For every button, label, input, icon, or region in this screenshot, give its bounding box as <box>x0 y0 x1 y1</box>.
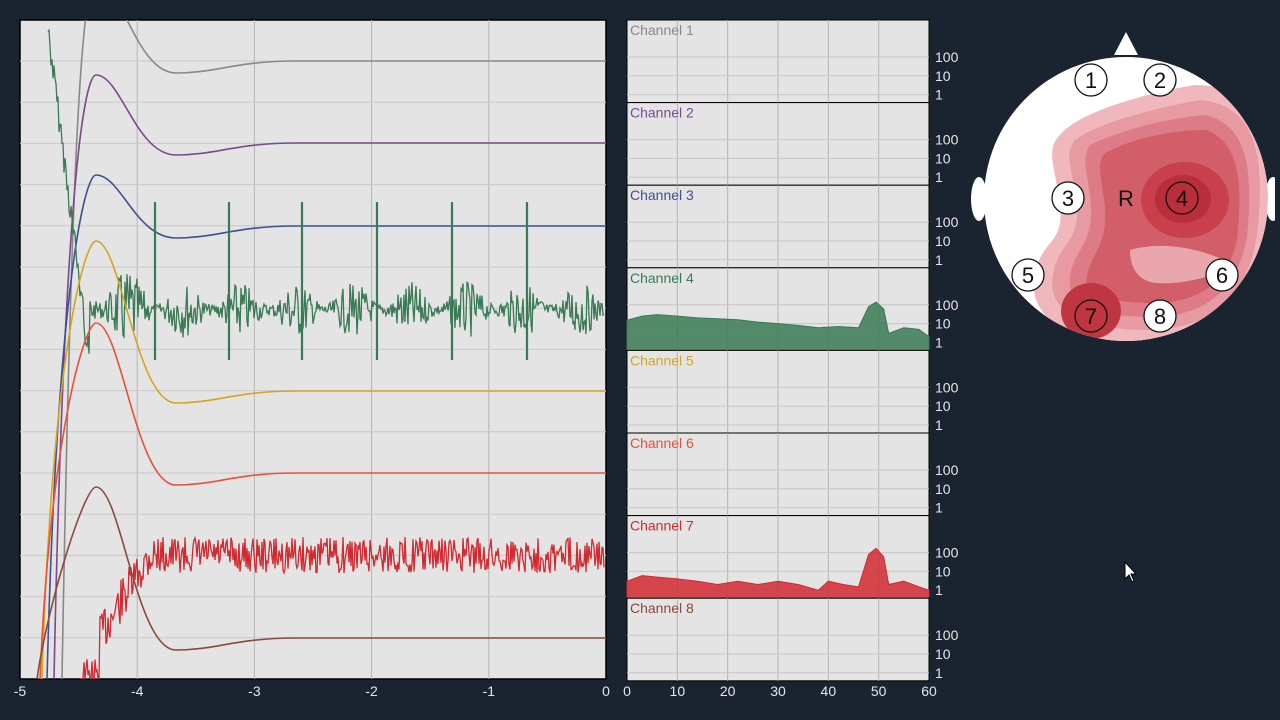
channel-5-trace <box>41 240 606 679</box>
spectrum-panel-label: Channel 7 <box>630 518 694 534</box>
spectrum-x-tick: 10 <box>670 683 686 699</box>
channel-2-trace <box>53 74 606 679</box>
spectrum-y-tick: 100 <box>935 214 959 230</box>
spectrum-y-tick: 1 <box>935 500 943 516</box>
spectrum-y-tick: 100 <box>935 627 959 643</box>
spectrum-panel-6[interactable]: 100 10 1 Channel 6 <box>626 432 959 517</box>
electrode-4[interactable]: 4 <box>1165 181 1199 215</box>
electrode-label: 5 <box>1022 263 1034 288</box>
electrode-7[interactable]: 7 <box>1074 299 1108 333</box>
spectrum-panel-4[interactable]: 100 10 1 Channel 4 <box>626 267 959 351</box>
spectrum-x-tick: 60 <box>921 683 937 699</box>
spectrum-y-tick: 1 <box>935 252 943 268</box>
time-x-tick: -1 <box>483 683 496 699</box>
left-ear-icon <box>971 177 987 221</box>
time-x-tick: -3 <box>248 683 261 699</box>
spectrum-y-tick: 1 <box>935 169 943 185</box>
spectrum-x-tick: 40 <box>821 683 837 699</box>
nose-icon <box>1114 32 1138 55</box>
spectrum-panel-label: Channel 3 <box>630 187 694 203</box>
spectrum-panel-label: Channel 6 <box>630 435 694 451</box>
electrode-1[interactable]: 1 <box>1074 63 1108 97</box>
electrode-5[interactable]: 5 <box>1011 258 1045 292</box>
spectrum-area-4 <box>626 301 930 351</box>
electrode-label: 7 <box>1085 304 1097 329</box>
spectrum-y-tick: 10 <box>935 316 951 332</box>
spectrum-panels: 100 10 1 Channel 1 100 10 1 Channel 2 100 10 1 Chan… <box>626 19 959 682</box>
spectrum-y-tick: 100 <box>935 462 959 478</box>
electrode-label: 3 <box>1062 186 1074 211</box>
spectrum-panel-label: Channel 5 <box>630 352 694 368</box>
electrode-label: 2 <box>1154 68 1166 93</box>
spectrum-y-tick: 100 <box>935 297 959 313</box>
spectrum-y-tick: 100 <box>935 379 959 395</box>
spectrum-y-tick: 10 <box>935 68 951 84</box>
channel-3-trace <box>46 174 606 679</box>
spectrum-y-tick: 1 <box>935 582 943 598</box>
electrode-label: 6 <box>1216 263 1228 288</box>
spectrum-panel-label: Channel 1 <box>630 22 694 38</box>
spectrum-y-tick: 10 <box>935 481 951 497</box>
spectrum-y-tick: 10 <box>935 150 951 166</box>
spectrum-x-tick: 50 <box>871 683 887 699</box>
spectrum-area-7 <box>626 547 930 599</box>
channel-6-trace <box>39 322 606 679</box>
spectrum-y-tick: 10 <box>935 398 951 414</box>
electrodes: 1 2 3 4 5 6 7 8 <box>1011 63 1239 333</box>
spectrum-y-tick: 10 <box>935 563 951 579</box>
spectrum-y-tick: 1 <box>935 665 943 681</box>
spectrum-panel-3[interactable]: 100 10 1 Channel 3 <box>626 184 959 269</box>
spectrum-panel-5[interactable]: 100 10 1 Channel 5 <box>626 349 959 434</box>
time-series-group <box>36 20 606 679</box>
spectrum-y-tick: 10 <box>935 646 951 662</box>
head-topography-map[interactable]: 1 2 3 4 5 6 7 8 R <box>965 25 1275 345</box>
time-series-chart[interactable]: -5 -4 -3 -2 -1 0 <box>0 0 620 720</box>
spectrum-panel-label: Channel 2 <box>630 105 694 121</box>
channel-4-trace <box>47 28 605 354</box>
spectrum-x-tick: 30 <box>770 683 786 699</box>
electrode-6[interactable]: 6 <box>1205 258 1239 292</box>
electrode-label: 4 <box>1176 186 1188 211</box>
spectrum-x-tick: 20 <box>720 683 736 699</box>
spectrum-y-tick: 1 <box>935 417 943 433</box>
time-x-axis: -5 -4 -3 -2 -1 0 <box>14 683 610 699</box>
spectrum-x-axis: 0 10 20 30 40 50 60 <box>623 683 937 699</box>
time-x-tick: 0 <box>602 683 610 699</box>
electrode-label: 8 <box>1154 304 1166 329</box>
spectrum-panel-8[interactable]: 100 10 1 Channel 8 <box>626 597 959 682</box>
channel-7-trace <box>80 535 605 679</box>
electrode-label: 1 <box>1085 68 1097 93</box>
spectrum-x-tick: 0 <box>623 683 631 699</box>
mouse-cursor-icon <box>1124 561 1138 583</box>
electrode-3[interactable]: 3 <box>1051 181 1085 215</box>
spectrum-y-tick: 100 <box>935 545 959 561</box>
spectrum-y-tick: 10 <box>935 233 951 249</box>
spectrum-y-tick: 1 <box>935 334 943 350</box>
spectrum-y-tick: 1 <box>935 87 943 103</box>
spectrum-y-tick: 100 <box>935 132 959 148</box>
channel-1-trace <box>61 20 606 679</box>
spectrum-panel-1[interactable]: 100 10 1 Channel 1 <box>626 19 959 104</box>
time-x-tick: -2 <box>365 683 378 699</box>
electrode-2[interactable]: 2 <box>1143 63 1177 97</box>
spectrum-panel-label: Channel 8 <box>630 600 694 616</box>
spectrum-panel-7[interactable]: 100 10 1 Channel 7 <box>626 515 959 599</box>
reference-label: R <box>1118 186 1134 211</box>
spectrum-y-tick: 100 <box>935 49 959 65</box>
electrode-8[interactable]: 8 <box>1143 299 1177 333</box>
time-x-tick: -5 <box>14 683 27 699</box>
spectrum-panel-label: Channel 4 <box>630 270 694 286</box>
time-x-tick: -4 <box>131 683 144 699</box>
spectrum-panel-2[interactable]: 100 10 1 Channel 2 <box>626 102 959 186</box>
channel-8-trace <box>36 486 606 679</box>
